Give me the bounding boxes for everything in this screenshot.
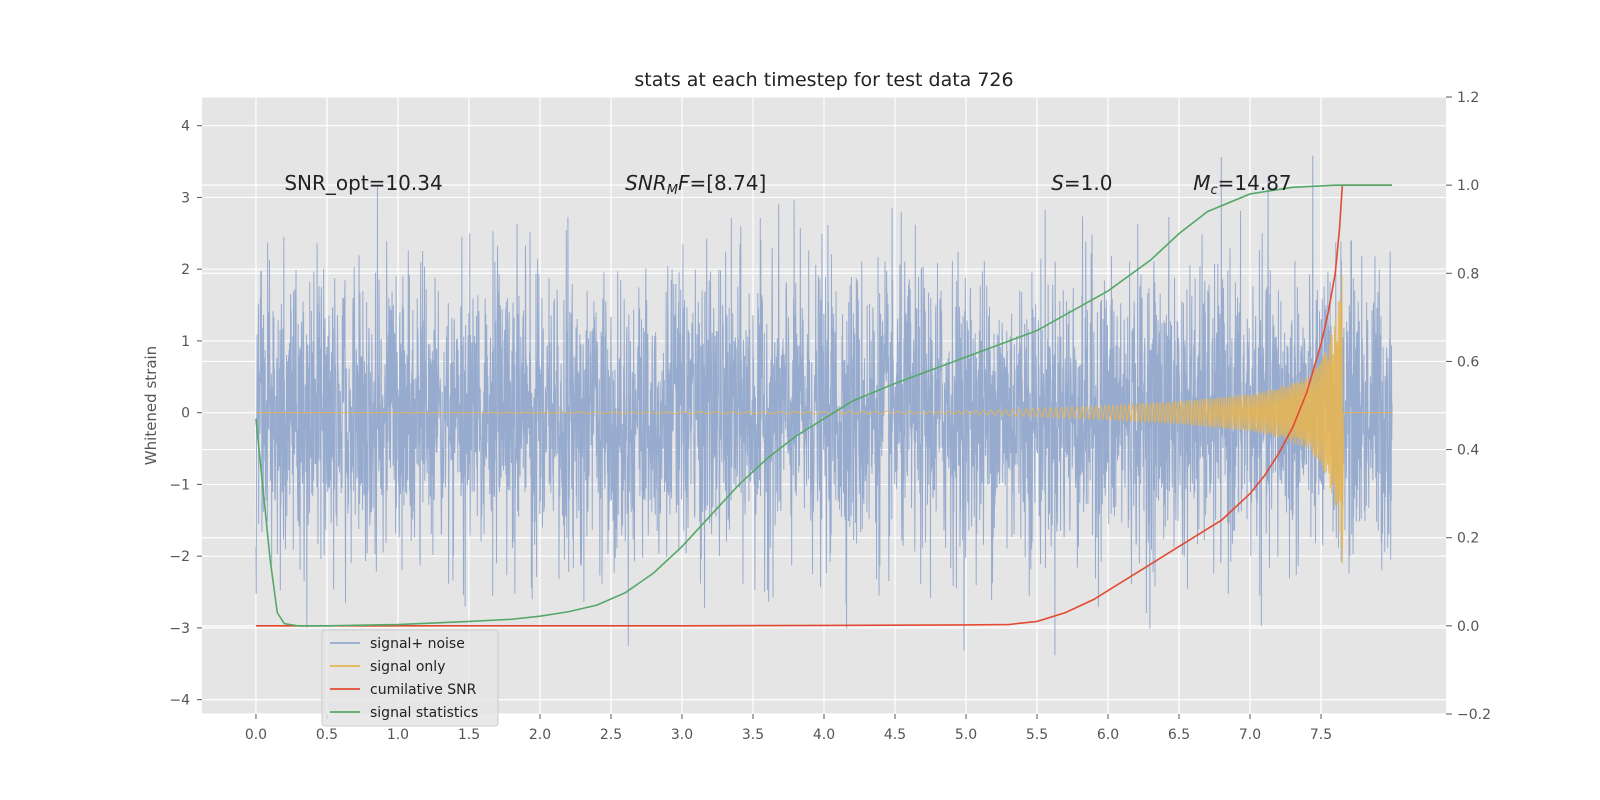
legend-box	[321, 629, 499, 727]
y-tick-label: 4	[181, 119, 190, 135]
chart-title: stats at each timestep for test data 726	[634, 69, 1013, 91]
x-tick-label: 4.5	[884, 727, 906, 743]
x-tick-label: 5.0	[955, 727, 977, 743]
series-signal-only	[255, 274, 1393, 564]
x-tick-label: 7.0	[1239, 727, 1261, 743]
annotation: S=1.0	[1051, 171, 1112, 195]
y2-tick-label: 1.0	[1457, 178, 1479, 194]
y-tick-label: 3	[181, 190, 190, 206]
x-tick-label: 5.5	[1026, 727, 1048, 743]
legend[interactable]: signal+ noise signal only cumilative SNR si…	[321, 629, 499, 727]
y-tick-label: −1	[169, 477, 190, 493]
annotation: Mc=14.87	[1193, 171, 1291, 198]
y2-tick-label: 0.4	[1457, 443, 1479, 459]
x-tick-label: 2.5	[600, 727, 622, 743]
x-tick-label: 1.5	[458, 727, 480, 743]
x-tick-label: 3.0	[671, 727, 693, 743]
y2-tick-label: −0.2	[1457, 707, 1491, 723]
y-tick-label: −3	[169, 621, 190, 637]
series-cumulative-snr	[255, 184, 1393, 627]
series-signal-noise	[255, 155, 1393, 656]
y-tick-label: 1	[181, 334, 190, 350]
y-tick-label: −2	[169, 549, 190, 565]
y2-tick-label: 1.2	[1457, 90, 1479, 106]
x-tick-label: 7.5	[1310, 727, 1332, 743]
legend-label: signal+ noise	[370, 636, 465, 652]
y-tick-label: −4	[169, 693, 190, 709]
y-axis-label: Whitened strain	[142, 346, 160, 465]
axes: 0.0 0.5 1.0 1.5 2.0 2.5 3.0 3.5 4.0 4.5 5.0 5.5 6.0 6…	[169, 90, 1491, 743]
x-tick-label: 6.0	[1097, 727, 1119, 743]
legend-label: cumilative SNR	[370, 682, 477, 698]
x-tick-label: 1.0	[387, 727, 409, 743]
series-signal-statistics	[255, 184, 1393, 627]
x-tick-label: 6.5	[1168, 727, 1190, 743]
y2-tick-label: 0.0	[1457, 619, 1479, 635]
y2-tick-label: 0.2	[1457, 531, 1479, 547]
data-layer	[255, 155, 1393, 656]
legend-label: signal statistics	[370, 705, 478, 721]
x-tick-label: 0.5	[316, 727, 338, 743]
y2-tick-label: 0.6	[1457, 354, 1479, 370]
x-tick-label: 4.0	[813, 727, 835, 743]
annotation: SNR_opt=10.34	[284, 171, 442, 195]
x-tick-label: 2.0	[529, 727, 551, 743]
x-tick-label: 0.0	[245, 727, 267, 743]
y-tick-label: 2	[181, 262, 190, 278]
annotations: SNR_opt=10.34 SNRMF=[8.74] S=1.0 Mc=14.87	[284, 171, 1291, 198]
y-tick-label: 0	[181, 406, 190, 422]
x-tick-label: 3.5	[742, 727, 764, 743]
annotation: SNRMF=[8.74]	[625, 171, 766, 198]
y2-tick-label: 0.8	[1457, 266, 1479, 282]
legend-label: signal only	[370, 659, 445, 675]
